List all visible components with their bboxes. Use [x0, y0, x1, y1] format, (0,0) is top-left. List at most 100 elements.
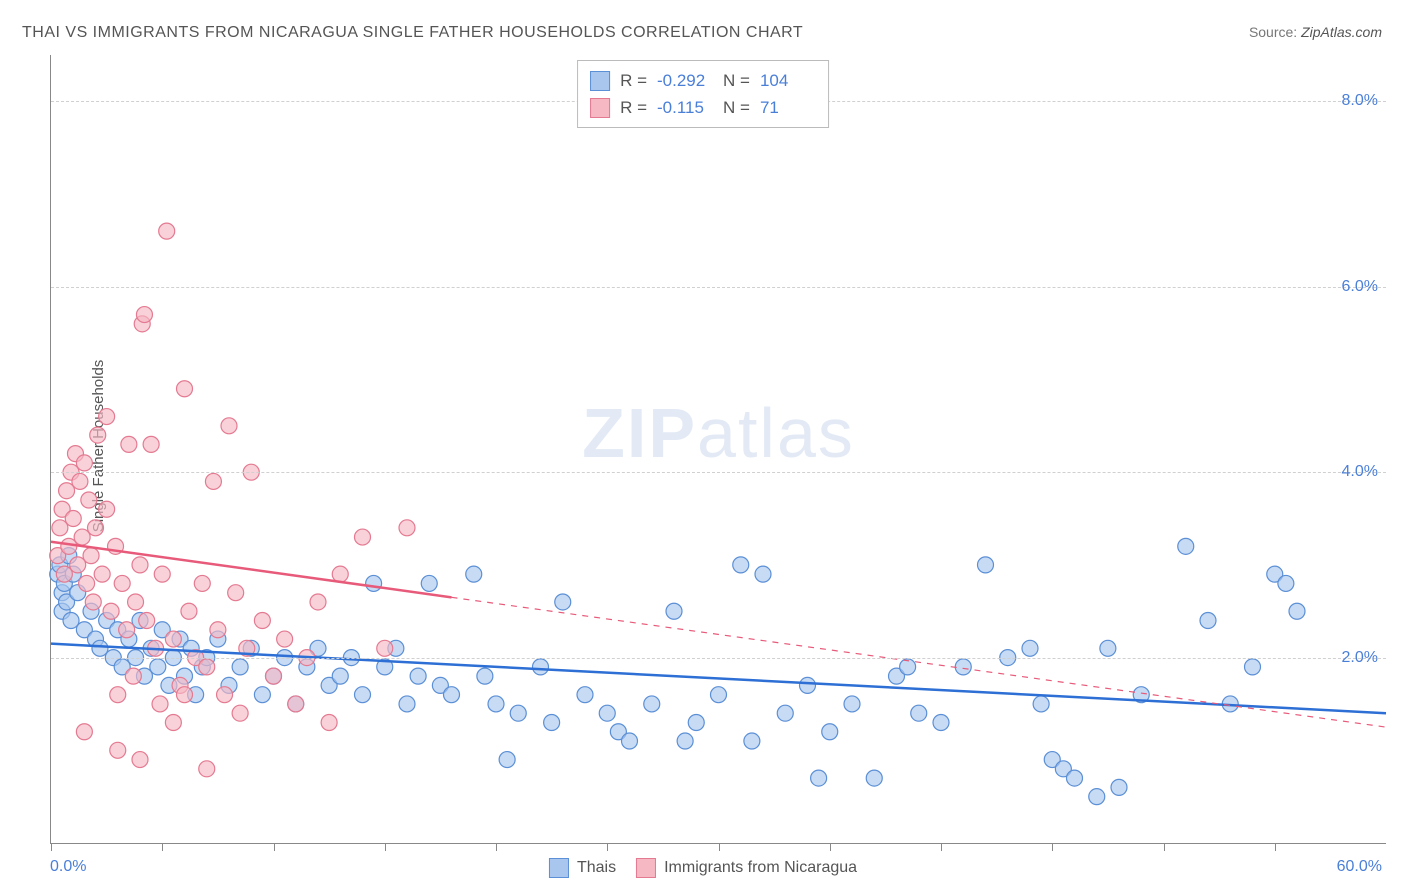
data-point: [933, 714, 949, 730]
chart-plot-area: ZIPatlas 2.0%4.0%6.0%8.0%: [50, 55, 1386, 844]
data-point: [410, 668, 426, 684]
data-point: [76, 455, 92, 471]
data-point: [254, 613, 270, 629]
data-point: [978, 557, 994, 573]
data-point: [399, 520, 415, 536]
data-point: [510, 705, 526, 721]
legend-label-2: Immigrants from Nicaragua: [664, 859, 857, 877]
data-point: [254, 687, 270, 703]
data-point: [844, 696, 860, 712]
data-point: [599, 705, 615, 721]
data-point: [181, 603, 197, 619]
data-point: [76, 724, 92, 740]
data-point: [533, 659, 549, 675]
x-tick: [51, 843, 52, 851]
data-point: [1245, 659, 1261, 675]
data-point: [1067, 770, 1083, 786]
data-point: [1278, 575, 1294, 591]
data-point: [99, 501, 115, 517]
data-point: [110, 742, 126, 758]
data-point: [81, 492, 97, 508]
x-tick: [719, 843, 720, 851]
x-tick: [162, 843, 163, 851]
data-point: [128, 594, 144, 610]
data-point: [232, 659, 248, 675]
x-tick: [1275, 843, 1276, 851]
data-point: [165, 631, 181, 647]
data-point: [125, 668, 141, 684]
data-point: [644, 696, 660, 712]
data-point: [232, 705, 248, 721]
data-point: [99, 409, 115, 425]
data-point: [288, 696, 304, 712]
data-point: [199, 761, 215, 777]
data-point: [72, 473, 88, 489]
x-tick: [830, 843, 831, 851]
data-point: [65, 511, 81, 527]
data-point: [85, 594, 101, 610]
regression-line: [51, 542, 452, 598]
data-point: [194, 575, 210, 591]
swatch-bottom-1: [549, 858, 569, 878]
data-point: [688, 714, 704, 730]
x-tick: [941, 843, 942, 851]
data-point: [377, 640, 393, 656]
data-point: [103, 603, 119, 619]
correlation-legend: R = -0.292 N = 104 R = -0.115 N = 71: [577, 60, 829, 128]
data-point: [121, 436, 137, 452]
data-point: [1178, 538, 1194, 554]
data-point: [399, 696, 415, 712]
n-value-2: 71: [760, 94, 816, 121]
data-point: [1089, 789, 1105, 805]
x-tick: [607, 843, 608, 851]
r-value-2: -0.115: [657, 94, 713, 121]
data-point: [228, 585, 244, 601]
data-point: [143, 436, 159, 452]
data-point: [79, 575, 95, 591]
scatter-plot-svg: [51, 55, 1386, 843]
data-point: [1200, 613, 1216, 629]
data-point: [666, 603, 682, 619]
data-point: [811, 770, 827, 786]
data-point: [366, 575, 382, 591]
x-tick: [496, 843, 497, 851]
data-point: [154, 566, 170, 582]
data-point: [110, 687, 126, 703]
data-point: [1100, 640, 1116, 656]
data-point: [321, 714, 337, 730]
swatch-bottom-2: [636, 858, 656, 878]
data-point: [139, 613, 155, 629]
data-point: [477, 668, 493, 684]
data-point: [488, 696, 504, 712]
data-point: [152, 696, 168, 712]
data-point: [1022, 640, 1038, 656]
data-point: [1033, 696, 1049, 712]
data-point: [499, 752, 515, 768]
data-point: [332, 566, 348, 582]
data-point: [866, 770, 882, 786]
data-point: [132, 752, 148, 768]
n-label-1: N =: [723, 67, 750, 94]
data-point: [217, 687, 233, 703]
data-point: [150, 659, 166, 675]
data-point: [165, 714, 181, 730]
data-point: [277, 631, 293, 647]
x-tick: [1164, 843, 1165, 851]
gridline: [51, 658, 1386, 659]
data-point: [177, 687, 193, 703]
legend-row-series2: R = -0.115 N = 71: [590, 94, 816, 121]
data-point: [119, 622, 135, 638]
data-point: [800, 677, 816, 693]
data-point: [90, 427, 106, 443]
data-point: [577, 687, 593, 703]
x-tick: [385, 843, 386, 851]
data-point: [221, 418, 237, 434]
data-point: [544, 714, 560, 730]
r-label-1: R =: [620, 67, 647, 94]
data-point: [355, 687, 371, 703]
source-label: Source:: [1249, 24, 1297, 40]
gridline: [51, 472, 1386, 473]
data-point: [744, 733, 760, 749]
data-point: [199, 659, 215, 675]
legend-item-series1: Thais: [549, 858, 616, 878]
